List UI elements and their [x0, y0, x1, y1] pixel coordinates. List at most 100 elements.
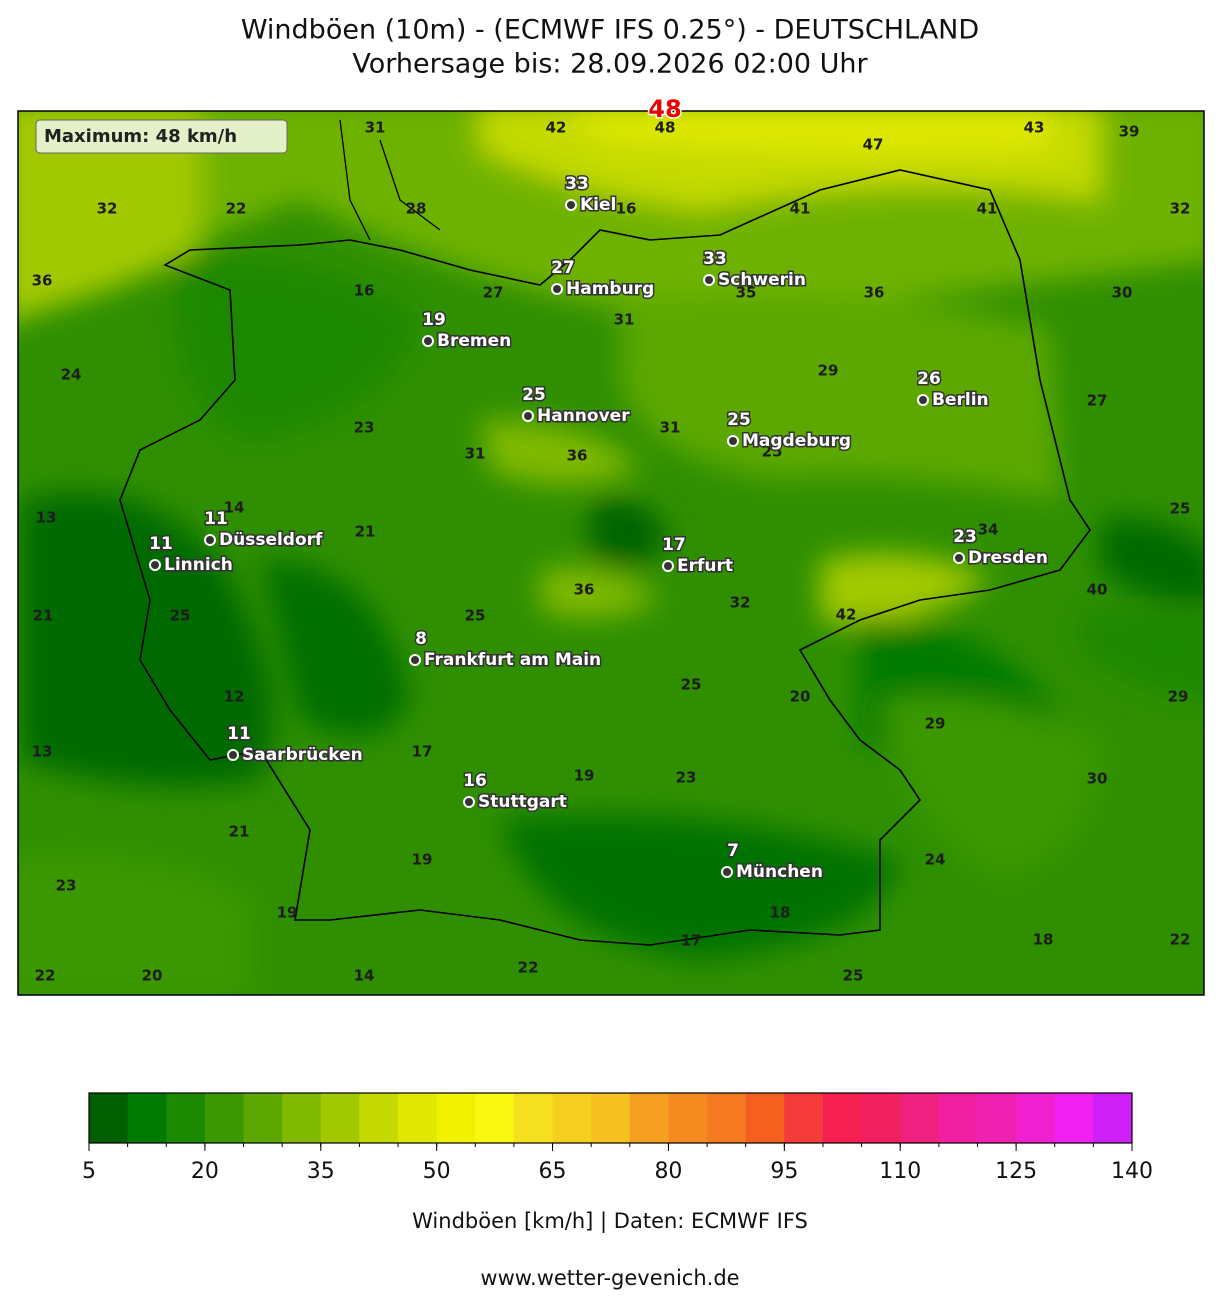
contour-label: 21 [33, 607, 54, 625]
colorbar-segment [900, 1093, 940, 1143]
colorbar-tick-label: 95 [770, 1159, 798, 1184]
colorbar-tick-label: 125 [995, 1159, 1037, 1184]
contour-label: 17 [681, 932, 702, 950]
contour-label: 20 [790, 688, 811, 706]
colorbar-segment [629, 1093, 669, 1143]
contour-label: 27 [1087, 392, 1108, 410]
city-name: Dresden [968, 548, 1048, 568]
contour-label: 42 [546, 119, 567, 137]
city-name: Berlin [932, 390, 989, 410]
footer: www.wetter-gevenich.de [480, 1266, 739, 1290]
city-dot [409, 654, 421, 666]
colorbar-tick-label: 50 [423, 1159, 451, 1184]
city-name: Schwerin [718, 270, 806, 290]
contour-label: 29 [1168, 688, 1189, 706]
contour-label: 23 [676, 769, 697, 787]
colorbar-tick-label: 140 [1111, 1159, 1153, 1184]
city-name: Stuttgart [478, 792, 567, 812]
contour-label: 13 [32, 743, 53, 761]
colorbar-segment [977, 1093, 1017, 1143]
colorbar-segment [1093, 1093, 1133, 1143]
contour-label: 32 [1170, 200, 1191, 218]
city-value: 11 [227, 724, 251, 744]
city-name: Frankfurt am Main [424, 650, 601, 670]
city-value: 27 [551, 258, 575, 278]
contour-label: 41 [977, 200, 998, 218]
colorbar-segment [282, 1093, 322, 1143]
contour-label: 40 [1087, 581, 1108, 599]
colorbar-segment [1016, 1093, 1056, 1143]
city-dot [551, 283, 563, 295]
contour-label: 27 [483, 284, 504, 302]
city-value: 25 [727, 410, 751, 430]
city-name: Magdeburg [742, 431, 851, 451]
city-dot [422, 335, 434, 347]
colorbar-segment [822, 1093, 863, 1143]
colorbar-frame [88, 1092, 1133, 1144]
contour-label: 31 [365, 119, 386, 137]
city-value: 7 [727, 841, 739, 861]
city-name: Kiel [580, 195, 616, 215]
city-value: 23 [953, 527, 977, 547]
city-name: Hannover [537, 406, 630, 426]
colorbar-segment [513, 1093, 554, 1143]
city-name: Saarbrücken [242, 745, 363, 765]
colorbar-segment [398, 1093, 438, 1143]
contour-label: 47 [863, 136, 884, 154]
contour-label: 36 [567, 447, 588, 465]
colorbar-label: Windböen [km/h] | Daten: ECMWF IFS [412, 1209, 808, 1234]
contour-label: 19 [412, 851, 433, 869]
contour-label: 16 [354, 282, 375, 300]
colorbar-segment [552, 1093, 592, 1143]
colorbar-segment [861, 1093, 901, 1143]
city-dot [703, 274, 715, 286]
colorbar-tick-label: 20 [191, 1159, 219, 1184]
colorbar-segment [359, 1093, 399, 1143]
max-marker: 48 [648, 95, 681, 123]
city-value: 17 [662, 535, 686, 555]
contour-label: 14 [224, 499, 245, 517]
contour-label: 29 [818, 362, 839, 380]
colorbar-segment [1054, 1093, 1094, 1143]
city-dot [953, 552, 965, 564]
contour-label: 42 [836, 606, 857, 624]
colorbar-segment [89, 1093, 129, 1143]
contour-label: 30 [1112, 284, 1133, 302]
colorbar-segment [243, 1093, 283, 1143]
contour-label: 31 [614, 311, 635, 329]
city-name: Bremen [437, 331, 511, 351]
contour-label: 12 [224, 688, 245, 706]
contour-label: 22 [1170, 931, 1191, 949]
colorbar-tick-label: 110 [879, 1159, 921, 1184]
city-name: Linnich [164, 555, 233, 575]
contour-label: 24 [925, 851, 946, 869]
colorbar-segment [127, 1093, 167, 1143]
city-dot [204, 534, 216, 546]
contour-label: 25 [1170, 500, 1191, 518]
colorbar-segment [591, 1093, 631, 1143]
max-box-bg [35, 119, 288, 154]
city-dot [227, 749, 239, 761]
contour-label: 21 [229, 823, 250, 841]
contour-label: 14 [354, 967, 375, 985]
contour-label: 19 [574, 767, 595, 785]
city-name: München [736, 862, 823, 882]
contour-label: 18 [770, 904, 791, 922]
colorbar-segment [745, 1093, 785, 1143]
colorbar-segment [436, 1093, 476, 1143]
city-dot [149, 559, 161, 571]
colorbar-segment [784, 1093, 824, 1143]
contour-label: 35 [736, 284, 757, 302]
contour-label: 30 [1087, 770, 1108, 788]
contour-label: 34 [978, 521, 999, 539]
max-box: Maximum: 48 km/h [44, 126, 237, 147]
city-dot [917, 394, 929, 406]
colorbar-segment [204, 1093, 245, 1143]
contour-label: 36 [574, 581, 595, 599]
contour-label: 25 [681, 676, 702, 694]
contour-label: 22 [226, 200, 247, 218]
colorbar-segment [707, 1093, 747, 1143]
contour-label: 28 [406, 200, 427, 218]
city-value: 8 [415, 629, 427, 649]
